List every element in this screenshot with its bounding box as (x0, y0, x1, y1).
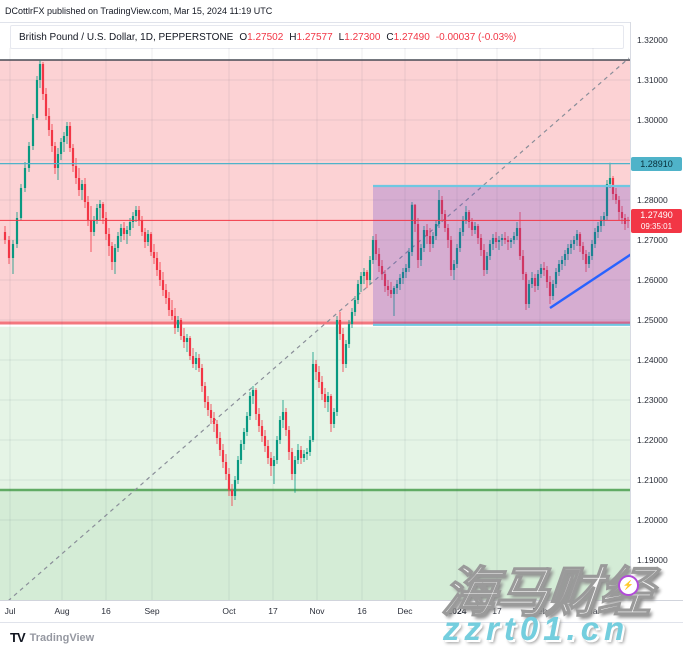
price-tick-label: 1.22000 (637, 435, 668, 445)
ohlc-high: H1.27577 (289, 31, 333, 43)
ohlc-open: O1.27502 (239, 31, 284, 43)
publisher-bar: DCottlrFX published on TradingView.com, … (0, 0, 683, 23)
time-axis[interactable]: Jul Aug 16 Sep Oct 17 Nov 16 Dec 2024 17 Feb Mar (0, 600, 683, 623)
price-tick-label: 1.19000 (637, 555, 668, 565)
price-level-label-blue[interactable]: 1.28910 (631, 156, 682, 171)
time-tick-label: Aug (54, 606, 70, 616)
symbol-header[interactable]: British Pound / U.S. Dollar, 1D, PEPPERS… (10, 25, 624, 49)
time-tick-label: Oct (222, 606, 236, 616)
time-tick-label: 17 (268, 606, 278, 616)
price-tick-label: 1.23000 (637, 395, 668, 405)
time-tick-label: Dec (397, 606, 413, 616)
price-tick-label: 1.32000 (637, 35, 668, 45)
price-tick-label: 1.31000 (637, 75, 668, 85)
price-tick-label: 1.21000 (637, 475, 668, 485)
tradingview-logo-icon[interactable]: TV (10, 630, 26, 645)
time-tick-label: Feb (532, 606, 548, 616)
watermark-site-url: zzrt01.cn (443, 610, 630, 647)
price-tick-label: 1.20000 (637, 515, 668, 525)
time-tick-label: 17 (492, 606, 502, 616)
change-value: -0.00037 (-0.03%) (435, 31, 517, 43)
price-tick-label: 1.25000 (637, 315, 668, 325)
time-tick-label: 16 (101, 606, 111, 616)
footer-bar: TV TradingView (0, 622, 683, 651)
time-tick-label: Nov (309, 606, 325, 616)
time-tick-label: 2024 (447, 606, 467, 616)
price-axis[interactable]: 1.32000 1.31000 1.30000 1.28000 1.27000 1.260… (630, 22, 683, 600)
lightning-icon: ⚡ (618, 575, 639, 596)
symbol-title[interactable]: British Pound / U.S. Dollar, 1D, PEPPERS… (19, 31, 234, 43)
price-tick-label: 1.27000 (637, 235, 668, 245)
price-tick-label: 1.26000 (637, 275, 668, 285)
bar-countdown: 09:35:01 (640, 222, 673, 232)
price-tick-label: 1.30000 (637, 115, 668, 125)
current-price-value: 1.27490 (640, 210, 673, 221)
time-tick-label: Mar (585, 606, 601, 616)
tradingview-logo-text[interactable]: TradingView (29, 631, 95, 644)
time-tick-label: 16 (357, 606, 367, 616)
time-tick-label: Jul (4, 606, 16, 616)
ohlc-low: L1.27300 (338, 31, 381, 43)
time-tick-label: Sep (144, 606, 160, 616)
price-tick-label: 1.28000 (637, 195, 668, 205)
publisher-text: DCottlrFX published on TradingView.com, … (5, 6, 273, 16)
ohlc-close: C1.27490 (386, 31, 430, 43)
current-price-label[interactable]: 1.27490 09:35:01 (631, 209, 682, 234)
price-tick-label: 1.24000 (637, 355, 668, 365)
